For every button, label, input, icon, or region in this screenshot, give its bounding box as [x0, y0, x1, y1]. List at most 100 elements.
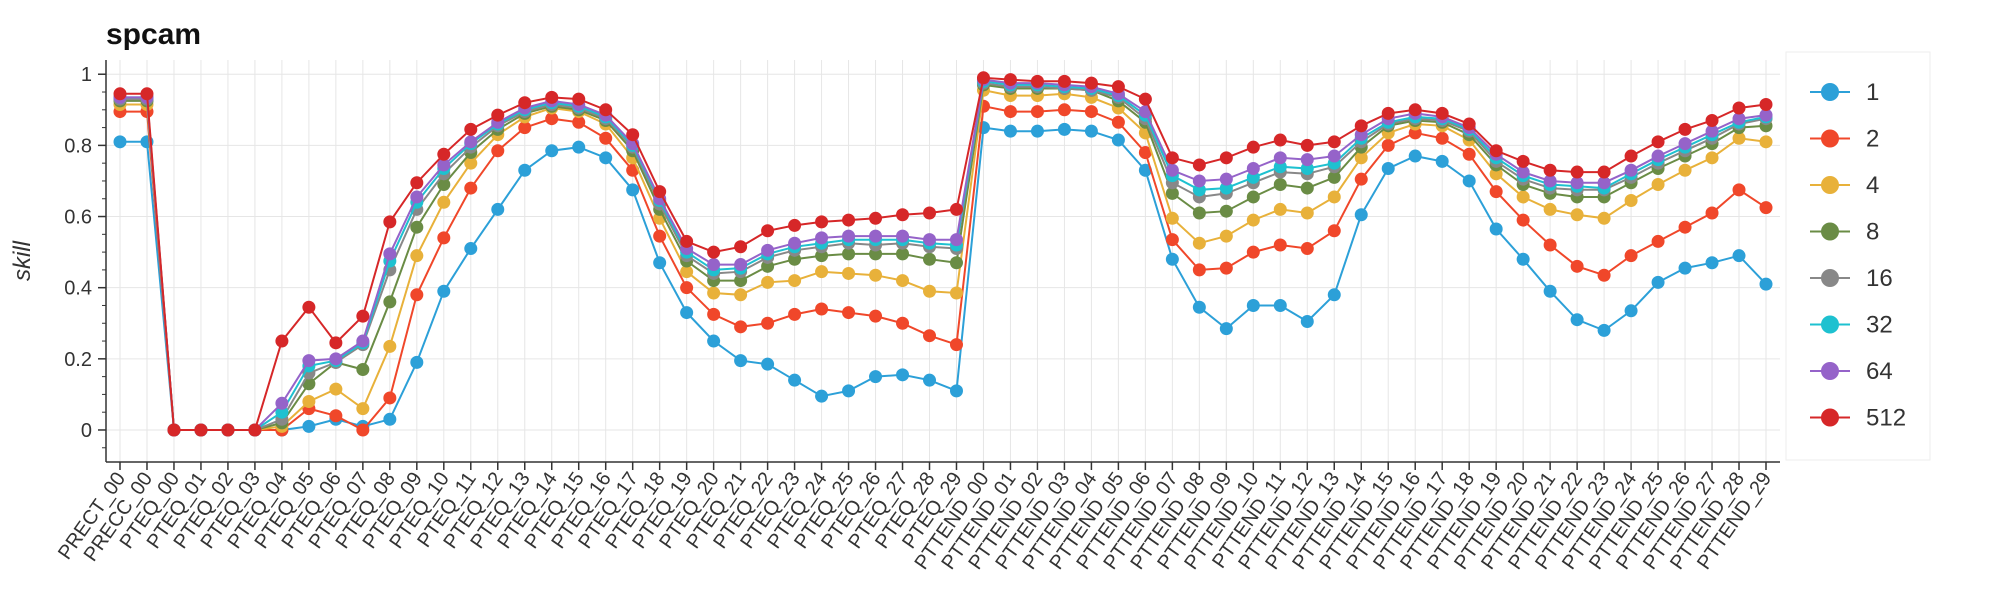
y-tick-label: 0.2 — [64, 349, 92, 371]
legend-label: 4 — [1866, 172, 1879, 199]
data-point — [949, 202, 963, 216]
legend-item: 8 — [1810, 219, 1879, 246]
data-point — [1516, 252, 1530, 266]
legend-label: 64 — [1866, 358, 1893, 385]
data-point — [410, 176, 424, 190]
legend-swatch-marker — [1821, 269, 1839, 287]
data-point — [1624, 304, 1638, 318]
data-point — [1651, 135, 1665, 149]
data-point — [1597, 176, 1611, 190]
data-point — [1597, 165, 1611, 179]
data-point — [1516, 165, 1530, 179]
series-line — [120, 126, 1767, 431]
data-point — [1462, 147, 1476, 161]
data-point — [1705, 151, 1719, 165]
data-point — [194, 423, 208, 437]
data-point — [976, 71, 990, 85]
data-point — [1219, 261, 1233, 275]
data-point — [302, 300, 316, 314]
data-point — [1300, 242, 1314, 256]
grid — [106, 60, 1780, 462]
legend-label: 2 — [1866, 126, 1879, 153]
data-point — [1570, 313, 1584, 327]
data-point — [1327, 170, 1341, 184]
data-point — [1381, 138, 1395, 152]
data-point — [1219, 172, 1233, 186]
data-point — [1516, 154, 1530, 168]
data-point — [1597, 323, 1611, 337]
data-point — [1327, 190, 1341, 204]
data-point — [1084, 76, 1098, 90]
data-point — [653, 229, 667, 243]
data-point — [896, 316, 910, 330]
data-point — [1678, 122, 1692, 136]
data-point — [1570, 208, 1584, 222]
data-point — [1300, 138, 1314, 152]
data-point — [1705, 206, 1719, 220]
data-point — [1408, 149, 1422, 163]
data-point — [1246, 213, 1260, 227]
y-tick-label: 0 — [81, 420, 92, 442]
data-point — [437, 147, 451, 161]
data-point — [842, 266, 856, 280]
legend-box — [1785, 51, 1931, 461]
data-point — [1327, 224, 1341, 238]
data-point — [410, 249, 424, 263]
data-point — [383, 412, 397, 426]
data-point — [869, 268, 883, 282]
data-point — [1327, 288, 1341, 302]
data-point — [1597, 211, 1611, 225]
data-point — [1084, 105, 1098, 119]
data-point — [1570, 165, 1584, 179]
data-point — [680, 234, 694, 248]
data-point — [869, 211, 883, 225]
data-point — [815, 302, 829, 316]
data-point — [1273, 160, 1287, 174]
data-point — [1084, 124, 1098, 138]
data-point — [329, 382, 343, 396]
data-point — [1030, 124, 1044, 138]
data-point — [383, 339, 397, 353]
y-axis-label: skill — [9, 240, 36, 281]
data-point — [761, 357, 775, 371]
data-point — [356, 334, 370, 348]
data-point — [707, 334, 721, 348]
data-point — [599, 131, 613, 145]
legend-item: 4 — [1810, 172, 1879, 199]
data-point — [761, 243, 775, 257]
series-2 — [113, 99, 1773, 437]
data-point — [1354, 208, 1368, 222]
data-point — [1111, 80, 1125, 94]
data-point — [1489, 144, 1503, 158]
data-point — [572, 140, 586, 154]
legend-item: 16 — [1810, 265, 1893, 292]
data-point — [1543, 238, 1557, 252]
legend-item: 512 — [1810, 405, 1906, 432]
data-point — [1192, 206, 1206, 220]
data-point — [599, 103, 613, 117]
data-point — [788, 307, 802, 321]
data-point — [518, 96, 532, 110]
data-point — [680, 306, 694, 320]
data-point — [491, 202, 505, 216]
data-point — [1327, 149, 1341, 163]
legend-swatch-marker — [1821, 408, 1839, 427]
legend-label: 512 — [1866, 405, 1906, 432]
data-point — [923, 233, 937, 247]
data-point — [707, 286, 721, 300]
data-point — [1165, 211, 1179, 225]
data-point — [1462, 117, 1476, 131]
data-point — [329, 409, 343, 423]
data-point — [1219, 322, 1233, 336]
data-point — [949, 286, 963, 300]
data-point — [949, 233, 963, 247]
data-point — [707, 245, 721, 259]
data-point — [1246, 245, 1260, 259]
data-point — [1489, 185, 1503, 199]
data-point — [1705, 113, 1719, 127]
data-point — [1273, 151, 1287, 165]
data-point — [1705, 256, 1719, 270]
data-point — [1516, 213, 1530, 227]
data-point — [707, 258, 721, 272]
data-point — [1138, 163, 1152, 177]
